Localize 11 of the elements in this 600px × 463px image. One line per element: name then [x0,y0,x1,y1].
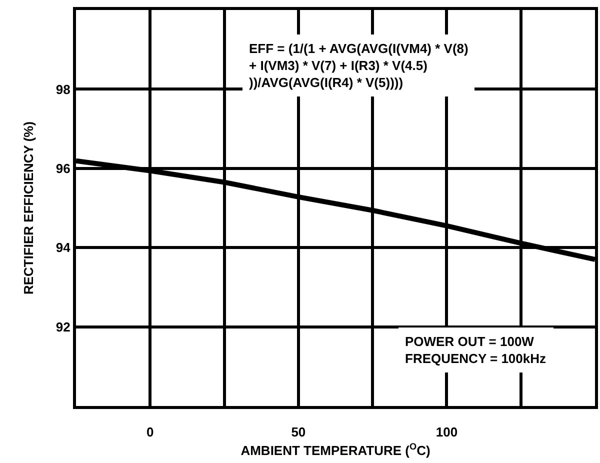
annotation: EFF = (1/(1 + AVG(AVG(I(VM4) * V(8) + I(VM3) * V(7) + I(R3) * V(4.5) ))/AVG(AVG(I(R4) * V(5)))) [249,41,468,90]
x-tick-label: 50 [291,424,306,440]
annotation: POWER OUT = 100W FREQUENCY = 100kHz [405,334,547,366]
x-axis-title: AMBIENT TEMPERATURE ($^{O}$C) [240,442,430,458]
x-tick-label: 0 [146,424,154,440]
y-tick-label: 94 [56,240,72,256]
y-tick-label: 98 [56,82,70,97]
y-axis-title: RECTIFIER EFFICIENCY (%) [20,121,36,295]
x-tick-label: 100 [436,424,458,440]
y-tick-label: 96 [56,160,70,176]
y-tick-label: 92 [56,319,70,334]
